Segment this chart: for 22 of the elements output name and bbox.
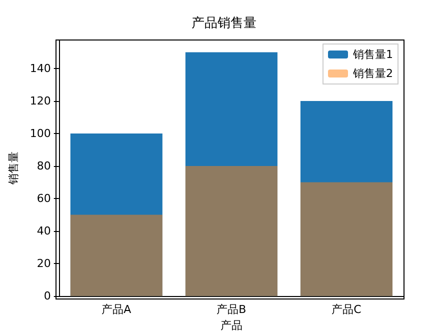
x-tick-label: 产品B: [216, 303, 246, 316]
legend-label: 销售量1: [352, 48, 393, 61]
bar: [70, 133, 162, 296]
bar: [300, 100, 392, 296]
bar: [185, 166, 278, 296]
chart-title: 产品销售量: [192, 16, 256, 31]
legend-label: 销售量2: [352, 67, 393, 80]
x-tick-label: 产品C: [332, 303, 362, 316]
y-tick-label: 20: [36, 257, 51, 270]
y-tick-label: 100: [30, 126, 51, 140]
y-tick-label: 140: [30, 62, 51, 75]
x-axis-title: 产品: [220, 319, 242, 332]
bar: [185, 52, 278, 296]
y-tick-label: 80: [36, 160, 51, 173]
y-tick-label: 40: [36, 224, 51, 238]
y-axis-title: 销售量: [7, 152, 20, 186]
y-tick-label: 120: [30, 94, 51, 108]
y-tick-label: 0: [44, 290, 51, 303]
y-tick-label: 60: [36, 192, 51, 206]
bar: [300, 182, 392, 296]
bar: [70, 214, 162, 296]
x-tick-label: 产品A: [102, 303, 132, 316]
